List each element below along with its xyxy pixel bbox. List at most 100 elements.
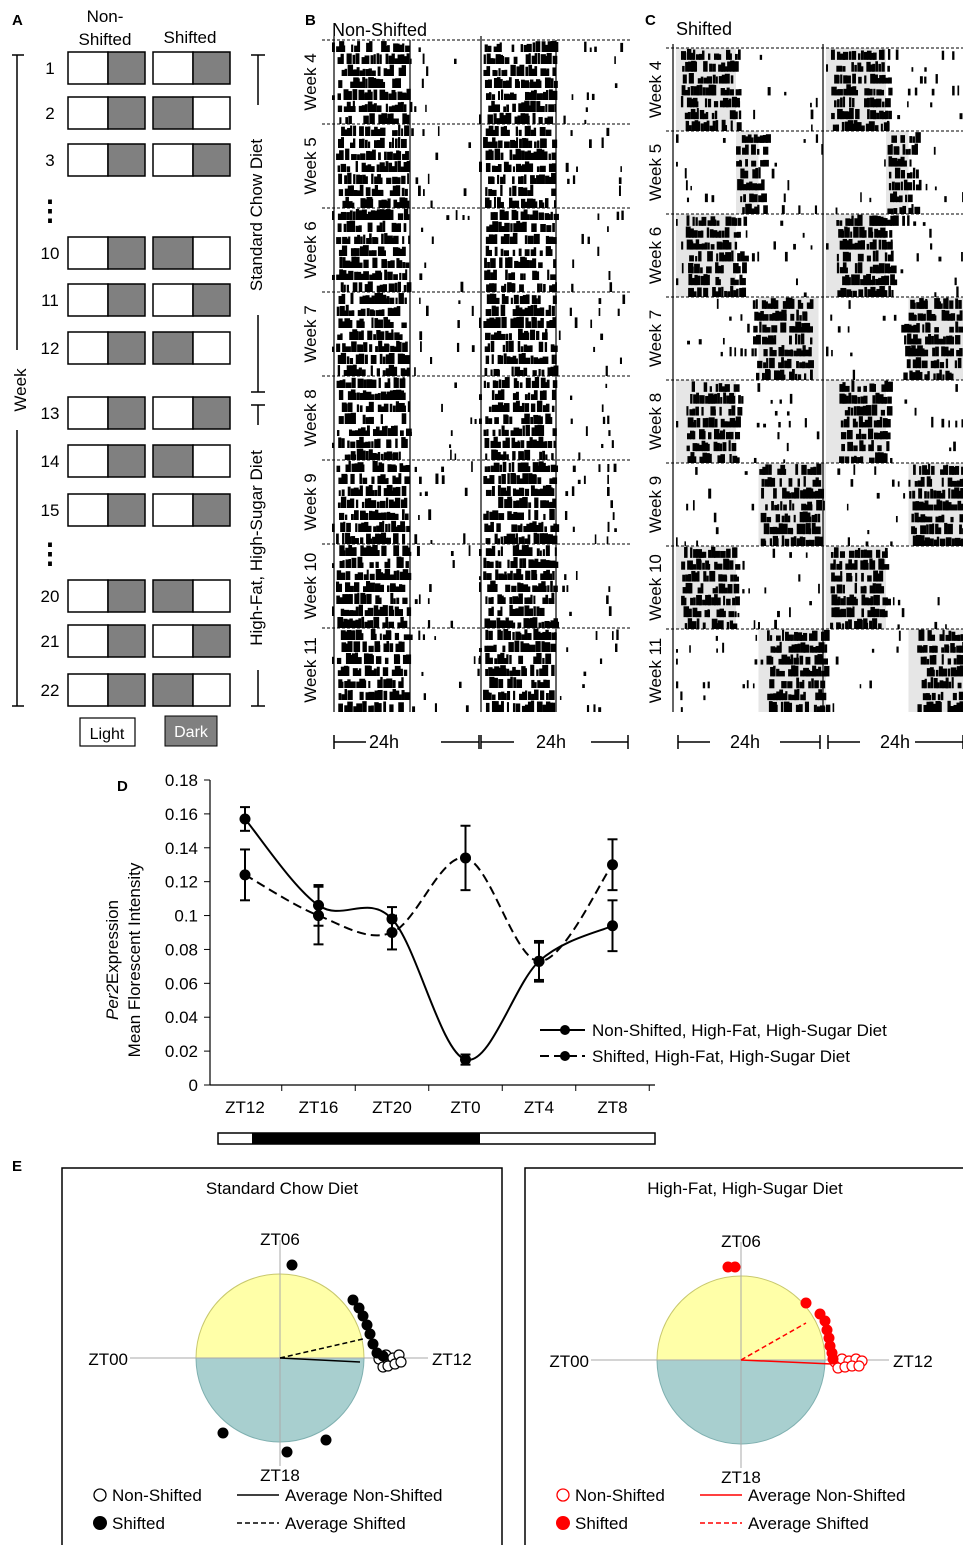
point-shifted: [347, 1294, 359, 1306]
row-shifted-left: [152, 624, 194, 658]
label-left: ZT00: [88, 1350, 128, 1369]
row-nonshifted-light: [67, 579, 109, 613]
y-tick-label: 0.12: [165, 873, 198, 892]
data-point: [313, 910, 324, 922]
avg-nonshifted-line: [279, 1357, 361, 1363]
row-nonshifted-light: [67, 331, 109, 365]
row-shifted-right: [192, 444, 231, 478]
week-label: Week 4: [301, 53, 320, 110]
legend-nonshifted: Non-Shifted: [575, 1486, 665, 1505]
panel-b-actogram: Non-Shifted Week 4 Week 5 Week 6 Week 7 Week…: [301, 20, 631, 752]
row-week-label: 3: [45, 151, 54, 170]
row-shifted-left: [152, 331, 194, 365]
y-tick-label: 0.04: [165, 1008, 198, 1027]
label-top: ZT06: [260, 1230, 300, 1249]
plot-title: High-Fat, High-Sugar Diet: [647, 1179, 843, 1198]
panel-b-letter: B: [305, 12, 316, 29]
week-label: Week 11: [646, 638, 665, 704]
row-shifted-right: [192, 96, 231, 130]
point-shifted: [286, 1259, 298, 1271]
row-shifted-right: [192, 143, 231, 177]
row-nonshifted-light: [67, 51, 109, 85]
data-point: [460, 852, 471, 864]
y-tick-label: 0.02: [165, 1042, 198, 1061]
panel-c-period-2: 24h: [880, 732, 910, 752]
y-tick-label: 0: [189, 1076, 198, 1095]
legend-label: Shifted, High-Fat, High-Sugar Diet: [592, 1047, 850, 1066]
row-shifted-right: [192, 51, 231, 85]
point-shifted: [377, 1350, 389, 1362]
week-axis-label: Week: [11, 368, 30, 412]
point-shifted: [823, 1332, 835, 1344]
legend-shifted: Shifted: [575, 1514, 628, 1533]
point-shifted: [217, 1427, 229, 1439]
panel-c-actogram: Shifted Week 4 Week 5 Week 6 Week 7 Week 8 We…: [646, 19, 963, 752]
dark-phase: [252, 1133, 480, 1144]
legend-dark: Dark: [174, 724, 209, 741]
panel-b-title: Non-Shifted: [332, 20, 427, 40]
row-nonshifted-light: [67, 673, 109, 707]
legend-nonshifted: Non-Shifted: [112, 1486, 202, 1505]
data-point: [460, 1054, 471, 1066]
row-nonshifted-dark: [107, 96, 146, 130]
row-ellipsis: ⋮: [36, 538, 64, 569]
row-week-label: 14: [41, 452, 60, 471]
row-shifted-left: [152, 51, 194, 85]
point-nonshifted: [395, 1356, 407, 1368]
point-shifted: [800, 1297, 812, 1309]
chart-ylabel: Per2Expression: [103, 900, 122, 1020]
week-label: Week 6: [646, 227, 665, 284]
legend-shifted: Shifted: [112, 1514, 165, 1533]
point-shifted: [819, 1315, 831, 1327]
x-tick-label: ZT0: [450, 1098, 480, 1117]
series-line: [244, 818, 613, 1061]
panel-d-chart: Per2Expression Mean Florescent Intensity…: [103, 771, 887, 1145]
week-label: Week 8: [301, 389, 320, 446]
row-week-label: 20: [41, 587, 60, 606]
x-tick-label: ZT12: [225, 1098, 265, 1117]
col-header-non-line2: Shifted: [79, 30, 132, 49]
series-line: [244, 856, 614, 963]
point-nonshifted: [853, 1360, 865, 1372]
diet-hfhs-label: High-Fat, High-Sugar Diet: [247, 450, 266, 646]
row-nonshifted-light: [67, 444, 109, 478]
legend-open-marker: [556, 1488, 570, 1502]
data-point: [607, 859, 618, 871]
row-shifted-left: [152, 283, 194, 317]
row-week-label: 11: [41, 291, 59, 310]
row-week-label: 12: [41, 339, 60, 358]
legend-marker: [560, 1025, 570, 1035]
plot-frame: [524, 1167, 963, 1545]
week-label: Week 7: [646, 310, 665, 367]
row-nonshifted-dark: [107, 331, 146, 365]
col-header-shifted: Shifted: [164, 28, 217, 47]
legend-avg-nonshifted: Average Non-Shifted: [285, 1486, 443, 1505]
legend-filled-marker: [93, 1516, 107, 1530]
row-shifted-right: [192, 396, 231, 430]
legend-avg-shifted: Average Shifted: [285, 1514, 406, 1533]
point-shifted: [367, 1338, 379, 1350]
row-nonshifted-dark: [107, 143, 146, 177]
label-left: ZT00: [549, 1352, 589, 1371]
y-tick-label: 0.06: [165, 974, 198, 993]
legend-avg-shifted: Average Shifted: [748, 1514, 869, 1533]
week-label: Week 5: [646, 144, 665, 201]
y-tick-label: 0.1: [174, 907, 198, 926]
x-tick-label: ZT8: [597, 1098, 627, 1117]
panel-a-letter: A: [12, 12, 23, 29]
row-nonshifted-dark: [107, 236, 146, 270]
row-shifted-right: [192, 624, 231, 658]
row-shifted-left: [152, 493, 194, 527]
y-tick-label: 0.16: [165, 805, 198, 824]
row-shifted-right: [192, 236, 231, 270]
avg-nonshifted-line: [740, 1359, 833, 1365]
legend-marker: [560, 1051, 570, 1061]
y-tick-label: 0.08: [165, 940, 198, 959]
label-top: ZT06: [721, 1232, 761, 1251]
y-tick-label: 0.14: [165, 839, 198, 858]
col-header-non-line1: Non-: [87, 7, 124, 26]
week-label: Week 8: [646, 393, 665, 450]
row-shifted-left: [152, 143, 194, 177]
row-shifted-right: [192, 579, 231, 613]
point-shifted: [357, 1310, 369, 1322]
